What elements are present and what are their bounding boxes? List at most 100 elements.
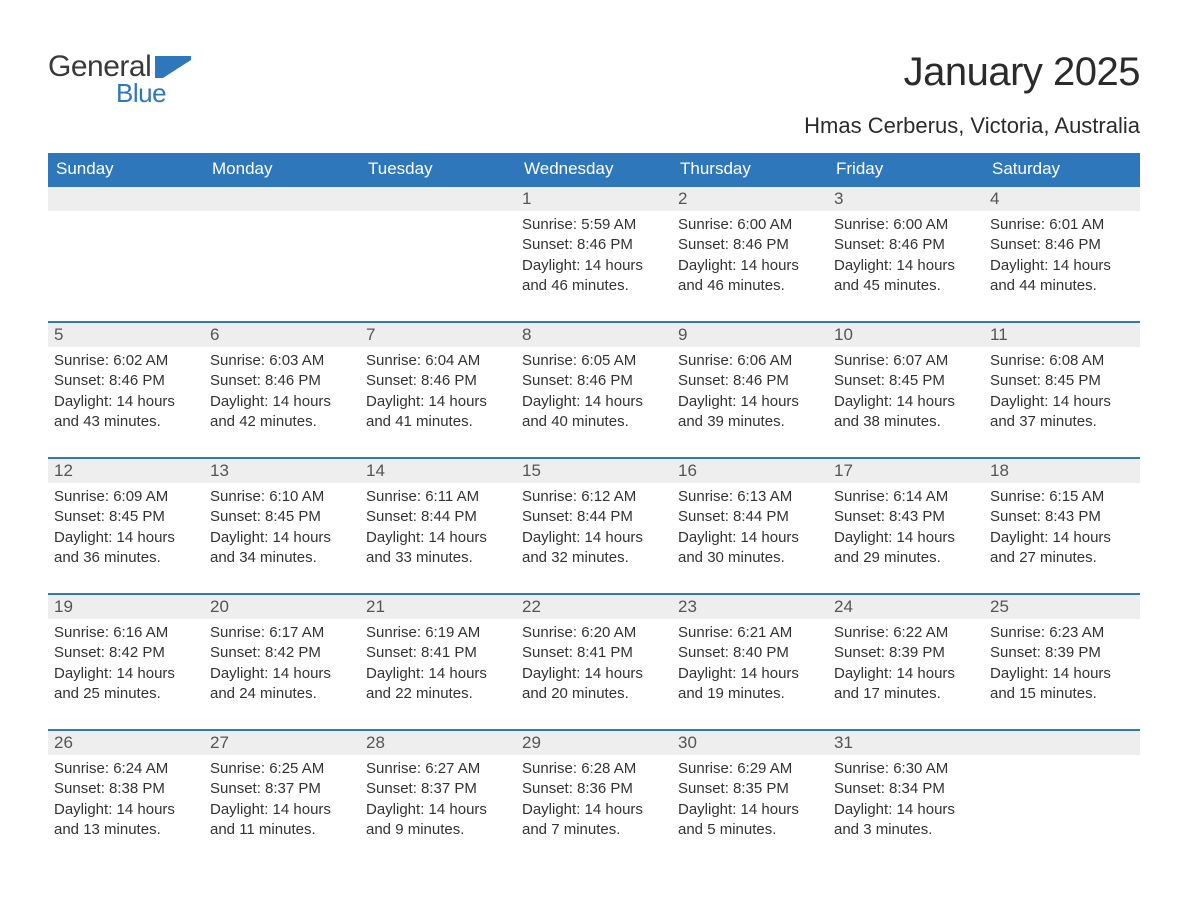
sunrise-line: Sunrise: 5:59 AM bbox=[522, 215, 666, 235]
daylight-line: Daylight: 14 hours and 30 minutes. bbox=[678, 528, 822, 569]
daylight-line: Daylight: 14 hours and 46 minutes. bbox=[678, 256, 822, 297]
calendar-cell: 12Sunrise: 6:09 AMSunset: 8:45 PMDayligh… bbox=[48, 458, 204, 594]
calendar-cell: 16Sunrise: 6:13 AMSunset: 8:44 PMDayligh… bbox=[672, 458, 828, 594]
flag-icon bbox=[155, 56, 191, 78]
day-number: 7 bbox=[360, 323, 516, 347]
day-number: 2 bbox=[672, 187, 828, 211]
calendar-cell: 25Sunrise: 6:23 AMSunset: 8:39 PMDayligh… bbox=[984, 594, 1140, 730]
calendar-cell: 29Sunrise: 6:28 AMSunset: 8:36 PMDayligh… bbox=[516, 730, 672, 866]
day-number-empty bbox=[360, 187, 516, 211]
day-number: 21 bbox=[360, 595, 516, 619]
header: General Blue January 2025 Hmas Cerberus,… bbox=[48, 50, 1140, 139]
day-number: 14 bbox=[360, 459, 516, 483]
sunset-line: Sunset: 8:42 PM bbox=[54, 643, 198, 663]
sunset-line: Sunset: 8:46 PM bbox=[54, 371, 198, 391]
day-number: 28 bbox=[360, 731, 516, 755]
calendar-body: 1Sunrise: 5:59 AMSunset: 8:46 PMDaylight… bbox=[48, 186, 1140, 866]
daylight-line: Daylight: 14 hours and 43 minutes. bbox=[54, 392, 198, 433]
day-number: 15 bbox=[516, 459, 672, 483]
sunset-line: Sunset: 8:45 PM bbox=[54, 507, 198, 527]
day-number: 4 bbox=[984, 187, 1140, 211]
calendar-cell: 24 Sunrise: 6:22 AMSunset: 8:39 PMDayligh… bbox=[828, 594, 984, 730]
daylight-line: Daylight: 14 hours and 17 minutes. bbox=[834, 664, 978, 705]
calendar-cell: 10Sunrise: 6:07 AMSunset: 8:45 PMDayligh… bbox=[828, 322, 984, 458]
daylight-line: Daylight: 14 hours and 24 minutes. bbox=[210, 664, 354, 705]
day-header: Sunday bbox=[48, 153, 204, 186]
calendar-cell: 23Sunrise: 6:21 AMSunset: 8:40 PMDayligh… bbox=[672, 594, 828, 730]
day-number: 11 bbox=[984, 323, 1140, 347]
day-number: 1 bbox=[516, 187, 672, 211]
sunrise-line: Sunrise: 6:20 AM bbox=[522, 623, 666, 643]
sunset-line: Sunset: 8:38 PM bbox=[54, 779, 198, 799]
day-number: 10 bbox=[828, 323, 984, 347]
sunrise-line: Sunrise: 6:06 AM bbox=[678, 351, 822, 371]
day-number: 19 bbox=[48, 595, 204, 619]
day-number: 9 bbox=[672, 323, 828, 347]
day-number: 24 bbox=[828, 595, 984, 619]
day-number: 18 bbox=[984, 459, 1140, 483]
daylight-line: Daylight: 14 hours and 45 minutes. bbox=[834, 256, 978, 297]
sunset-line: Sunset: 8:46 PM bbox=[834, 235, 978, 255]
calendar-cell: 4Sunrise: 6:01 AMSunset: 8:46 PMDaylight… bbox=[984, 186, 1140, 322]
sunrise-line: Sunrise: 6:21 AM bbox=[678, 623, 822, 643]
daylight-line: Daylight: 14 hours and 7 minutes. bbox=[522, 800, 666, 841]
day-number: 22 bbox=[516, 595, 672, 619]
daylight-line: Daylight: 14 hours and 33 minutes. bbox=[366, 528, 510, 569]
title-block: January 2025 Hmas Cerberus, Victoria, Au… bbox=[804, 50, 1140, 139]
sunset-line: Sunset: 8:44 PM bbox=[522, 507, 666, 527]
sunrise-line: Sunrise: 6:13 AM bbox=[678, 487, 822, 507]
daylight-line: Daylight: 14 hours and 20 minutes. bbox=[522, 664, 666, 705]
sunset-line: Sunset: 8:46 PM bbox=[522, 371, 666, 391]
calendar-cell: 9Sunrise: 6:06 AMSunset: 8:46 PMDaylight… bbox=[672, 322, 828, 458]
sunset-line: Sunset: 8:37 PM bbox=[210, 779, 354, 799]
day-number: 30 bbox=[672, 731, 828, 755]
calendar-cell: 14Sunrise: 6:11 AMSunset: 8:44 PMDayligh… bbox=[360, 458, 516, 594]
calendar-cell bbox=[204, 186, 360, 322]
sunrise-line: Sunrise: 6:22 AM bbox=[834, 623, 978, 643]
daylight-line: Daylight: 14 hours and 37 minutes. bbox=[990, 392, 1134, 433]
calendar-week-row: 12Sunrise: 6:09 AMSunset: 8:45 PMDayligh… bbox=[48, 458, 1140, 594]
day-header: Wednesday bbox=[516, 153, 672, 186]
sunset-line: Sunset: 8:34 PM bbox=[834, 779, 978, 799]
sunrise-line: Sunrise: 6:00 AM bbox=[678, 215, 822, 235]
daylight-line: Daylight: 14 hours and 15 minutes. bbox=[990, 664, 1134, 705]
sunset-line: Sunset: 8:45 PM bbox=[834, 371, 978, 391]
sunset-line: Sunset: 8:39 PM bbox=[834, 643, 978, 663]
calendar-cell: 22Sunrise: 6:20 AMSunset: 8:41 PMDayligh… bbox=[516, 594, 672, 730]
daylight-line: Daylight: 14 hours and 46 minutes. bbox=[522, 256, 666, 297]
sunset-line: Sunset: 8:37 PM bbox=[366, 779, 510, 799]
calendar-cell: 1Sunrise: 5:59 AMSunset: 8:46 PMDaylight… bbox=[516, 186, 672, 322]
daylight-line: Daylight: 14 hours and 38 minutes. bbox=[834, 392, 978, 433]
day-header: Friday bbox=[828, 153, 984, 186]
day-number: 25 bbox=[984, 595, 1140, 619]
sunrise-line: Sunrise: 6:04 AM bbox=[366, 351, 510, 371]
day-number: 16 bbox=[672, 459, 828, 483]
sunrise-line: Sunrise: 6:02 AM bbox=[54, 351, 198, 371]
daylight-line: Daylight: 14 hours and 22 minutes. bbox=[366, 664, 510, 705]
location-subtitle: Hmas Cerberus, Victoria, Australia bbox=[804, 113, 1140, 139]
page-title: January 2025 bbox=[804, 50, 1140, 95]
sunrise-line: Sunrise: 6:29 AM bbox=[678, 759, 822, 779]
sunrise-line: Sunrise: 6:10 AM bbox=[210, 487, 354, 507]
day-number: 23 bbox=[672, 595, 828, 619]
sunrise-line: Sunrise: 6:09 AM bbox=[54, 487, 198, 507]
sunrise-line: Sunrise: 6:00 AM bbox=[834, 215, 978, 235]
calendar-week-row: 26Sunrise: 6:24 AMSunset: 8:38 PMDayligh… bbox=[48, 730, 1140, 866]
calendar-table: SundayMondayTuesdayWednesdayThursdayFrid… bbox=[48, 153, 1140, 866]
day-header: Tuesday bbox=[360, 153, 516, 186]
calendar-cell: 31Sunrise: 6:30 AMSunset: 8:34 PMDayligh… bbox=[828, 730, 984, 866]
day-number: 31 bbox=[828, 731, 984, 755]
daylight-line: Daylight: 14 hours and 13 minutes. bbox=[54, 800, 198, 841]
calendar-header-row: SundayMondayTuesdayWednesdayThursdayFrid… bbox=[48, 153, 1140, 186]
day-number: 20 bbox=[204, 595, 360, 619]
daylight-line: Daylight: 14 hours and 11 minutes. bbox=[210, 800, 354, 841]
calendar-cell: 21Sunrise: 6:19 AMSunset: 8:41 PMDayligh… bbox=[360, 594, 516, 730]
daylight-line: Daylight: 14 hours and 32 minutes. bbox=[522, 528, 666, 569]
sunrise-line: Sunrise: 6:03 AM bbox=[210, 351, 354, 371]
sunrise-line: Sunrise: 6:27 AM bbox=[366, 759, 510, 779]
sunrise-line: Sunrise: 6:15 AM bbox=[990, 487, 1134, 507]
day-header: Saturday bbox=[984, 153, 1140, 186]
sunrise-line: Sunrise: 6:12 AM bbox=[522, 487, 666, 507]
logo-text-blue: Blue bbox=[116, 78, 191, 109]
daylight-line: Daylight: 14 hours and 9 minutes. bbox=[366, 800, 510, 841]
